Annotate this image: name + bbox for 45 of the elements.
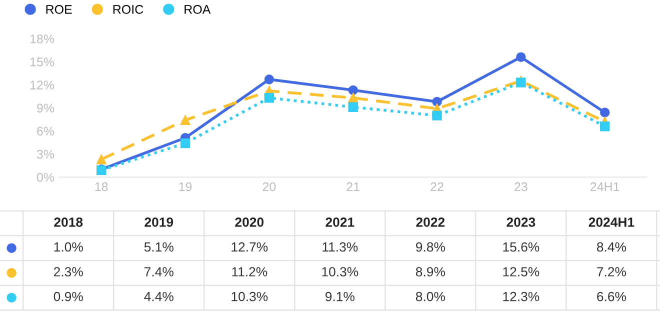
text: 2020 [235,218,264,227]
y-tick-label: 12% [30,80,54,90]
y-tick-label: 6% [37,126,54,136]
data-label: 10.3% [322,267,358,276]
data-label: 2.3% [54,267,83,276]
data-label: 0.9% [54,292,83,302]
data-label: 8.4% [596,242,626,252]
y-tick-label: 3% [36,150,54,159]
text: 2024H1 [588,218,634,227]
data-label: 12.5% [503,267,540,276]
data-label: 15.6% [503,242,540,252]
data-label: 7.2% [597,267,626,276]
x-tick-label: 23 [514,182,528,192]
y-tick-label: 0% [36,172,54,182]
y-tick-label: 15% [30,58,54,66]
text: 2018 [54,218,83,227]
x-tick-label: 22 [430,182,444,192]
data-label: 11.2% [232,267,268,276]
data-label: 1.0% [54,242,83,252]
data-label: 8.9% [416,267,445,276]
data-label: 8.0% [416,292,445,302]
data-label: 12.7% [232,242,268,252]
data-label: 11.3% [322,242,358,252]
legend-label: ROA [184,4,211,14]
text: 2019 [144,218,174,227]
data-label: 4.4% [144,292,174,302]
data-label: 5.1% [144,242,174,252]
y-tick-label: 18% [30,34,54,44]
text: 2023 [506,218,536,227]
data-label: 9.1% [325,292,354,302]
data-label: 6.6% [597,292,626,302]
x-tick-label: 24H1 [590,182,620,192]
text: 2021 [326,218,354,227]
data-label: 12.3% [503,292,540,302]
text: 2022 [416,218,445,227]
legend-label: ROE [46,4,72,14]
x-tick-label: 18 [95,182,108,192]
data-label: 9.8% [416,242,445,252]
x-tick-label: 21 [346,182,360,192]
legend-label: ROIC [113,4,144,14]
x-tick-label: 20 [262,182,276,192]
y-tick-label: 9% [37,104,54,113]
x-tick-label: 19 [179,182,192,192]
data-label: 7.4% [144,267,174,276]
data-label: 10.3% [232,292,268,302]
